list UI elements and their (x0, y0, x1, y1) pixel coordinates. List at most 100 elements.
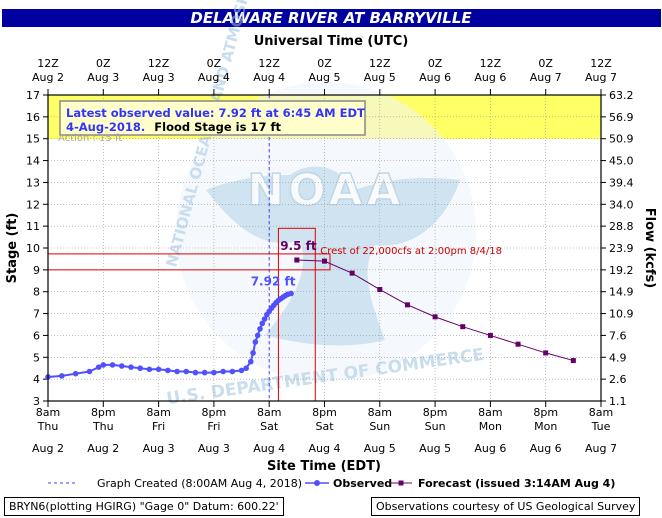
footer-datum: BRYN6(plotting HGIRG) "Gage 0" Datum: 60… (4, 497, 284, 516)
observed-point (100, 362, 107, 368)
plot-frame (47, 94, 602, 402)
forecast-point (460, 324, 466, 330)
top-tick-date: Aug 7 (585, 71, 617, 84)
observed-point (86, 368, 93, 375)
stage-tick-label: 7 (33, 308, 40, 321)
info-flood-stage: Flood Stage is 17 ft (154, 120, 281, 134)
flow-tick-label: 45.0 (609, 155, 634, 168)
observed-point (137, 365, 143, 372)
observed-point (257, 326, 263, 332)
observed-point (243, 365, 249, 372)
info-line-2: 4-Aug-2018. Flood Stage is 17 ft (66, 120, 281, 134)
flow-tick-label: 50.9 (609, 133, 634, 146)
forecast-point (377, 287, 383, 293)
observed-point (95, 364, 102, 370)
stage-tick-label: 5 (33, 351, 40, 364)
observed-point (183, 368, 190, 375)
flow-tick-label: 23.9 (609, 242, 634, 255)
top-tick-label: 0Z (96, 57, 111, 70)
legend-forecast: Forecast (issued 3:14AM Aug 4) (418, 477, 615, 490)
bottom-tick-day: Sun (369, 420, 390, 433)
bottom-tick-day: Sat (315, 420, 334, 433)
top-tick-date: Aug 6 (419, 71, 451, 84)
bottom-tick-day: Sat (260, 420, 279, 433)
top-tick-label: 12Z (480, 57, 502, 70)
legend-observed-marker (314, 480, 320, 486)
forecast-point (294, 257, 300, 263)
stage-tick-label: 6 (33, 329, 40, 342)
top-tick-label: 12Z (369, 57, 391, 70)
top-axis-title: Universal Time (UTC) (254, 34, 409, 49)
bottom-tick-date: Aug 2 (87, 442, 119, 455)
stage-tick-label: 15 (26, 133, 40, 146)
info-date: 4-Aug-2018. (66, 120, 145, 134)
bottom-tick-day: Mon (479, 420, 502, 433)
top-tick-label: 12Z (258, 57, 280, 70)
bottom-tick-time: 8am (589, 406, 613, 419)
bottom-tick-date: Aug 6 (474, 442, 506, 455)
right-axis-title: Flow (kcfs) (642, 208, 657, 288)
title-bar (2, 9, 661, 27)
action-label: Action : 15 ft (58, 133, 122, 144)
bottom-tick-day: Mon (534, 420, 557, 433)
legend: Graph Created (8:00AM Aug 4, 2018) Obser… (48, 477, 615, 490)
stage-tick-label: 10 (26, 242, 40, 255)
observed-point (238, 367, 245, 374)
observed-point (254, 332, 261, 339)
observed-series (45, 290, 294, 380)
legend-graph-created: Graph Created (8:00AM Aug 4, 2018) (97, 477, 302, 490)
observed-point (146, 366, 153, 373)
stage-tick-label: 3 (33, 395, 40, 408)
bottom-tick-day: Sun (425, 420, 446, 433)
observed-point (250, 350, 256, 356)
left-axis-title: Stage (ft) (5, 213, 20, 284)
legend-forecast-marker (398, 480, 404, 486)
bottom-tick-time: 8pm (91, 406, 116, 419)
stage-tick-label: 8 (33, 286, 40, 299)
grid-lines (48, 95, 601, 401)
forecast-point (515, 341, 521, 347)
info-latest-value: Latest observed value: 7.92 ft at 6:45 A… (66, 106, 365, 120)
stage-tick-label: 17 (26, 89, 40, 102)
bottom-tick-time: 8pm (312, 406, 337, 419)
flow-tick-label: 28.8 (609, 220, 634, 233)
bottom-tick-time: 8pm (423, 406, 448, 419)
observed-point (192, 369, 199, 376)
observed-point (259, 320, 266, 327)
info-box (59, 100, 366, 136)
bottom-tick-day: Thu (37, 420, 59, 433)
chart-title: DELAWARE RIVER AT BARRYVILLE (190, 9, 472, 27)
forecast-point (570, 358, 576, 364)
flow-tick-label: 19.2 (609, 264, 634, 277)
forecast-point (404, 302, 410, 308)
bottom-axis-title: Site Time (EDT) (267, 459, 381, 474)
bottom-tick-date: Aug 5 (364, 442, 396, 455)
bottom-tick-time: 8am (36, 406, 60, 419)
bottom-tick-date: Aug 3 (143, 442, 175, 455)
axis-ticks: 3 4 5 6 7 8 9 10 11 12 13 14 15 16 17 1.1 2.6 4.9 7.6 10.9 1… (26, 57, 634, 455)
bottom-tick-day: Tue (591, 420, 611, 433)
bottom-tick-day: Fri (152, 420, 165, 433)
top-tick-date: Aug 3 (87, 71, 119, 84)
stage-tick-label: 12 (26, 198, 40, 211)
observed-point (155, 366, 162, 373)
top-tick-label: 0Z (428, 57, 443, 70)
bottom-tick-time: 8am (146, 406, 170, 419)
top-tick-label: 0Z (207, 57, 222, 70)
flow-tick-label: 10.9 (609, 308, 634, 321)
top-tick-label: 12Z (148, 57, 170, 70)
observed-point (128, 364, 134, 370)
top-tick-label: 0Z (317, 57, 332, 70)
forecast-point (432, 314, 438, 320)
flow-tick-label: 7.6 (609, 329, 627, 342)
flow-tick-label: 2.6 (609, 373, 627, 386)
observed-point (165, 367, 171, 374)
stage-tick-label: 4 (33, 373, 40, 386)
bottom-tick-date: Aug 4 (309, 442, 341, 455)
bottom-tick-time: 8am (478, 406, 502, 419)
bottom-tick-date: Aug 5 (419, 442, 451, 455)
top-tick-date: Aug 4 (198, 71, 230, 84)
stage-tick-label: 11 (26, 220, 40, 233)
flow-tick-label: 39.4 (609, 176, 634, 189)
forecast-series (294, 257, 576, 364)
